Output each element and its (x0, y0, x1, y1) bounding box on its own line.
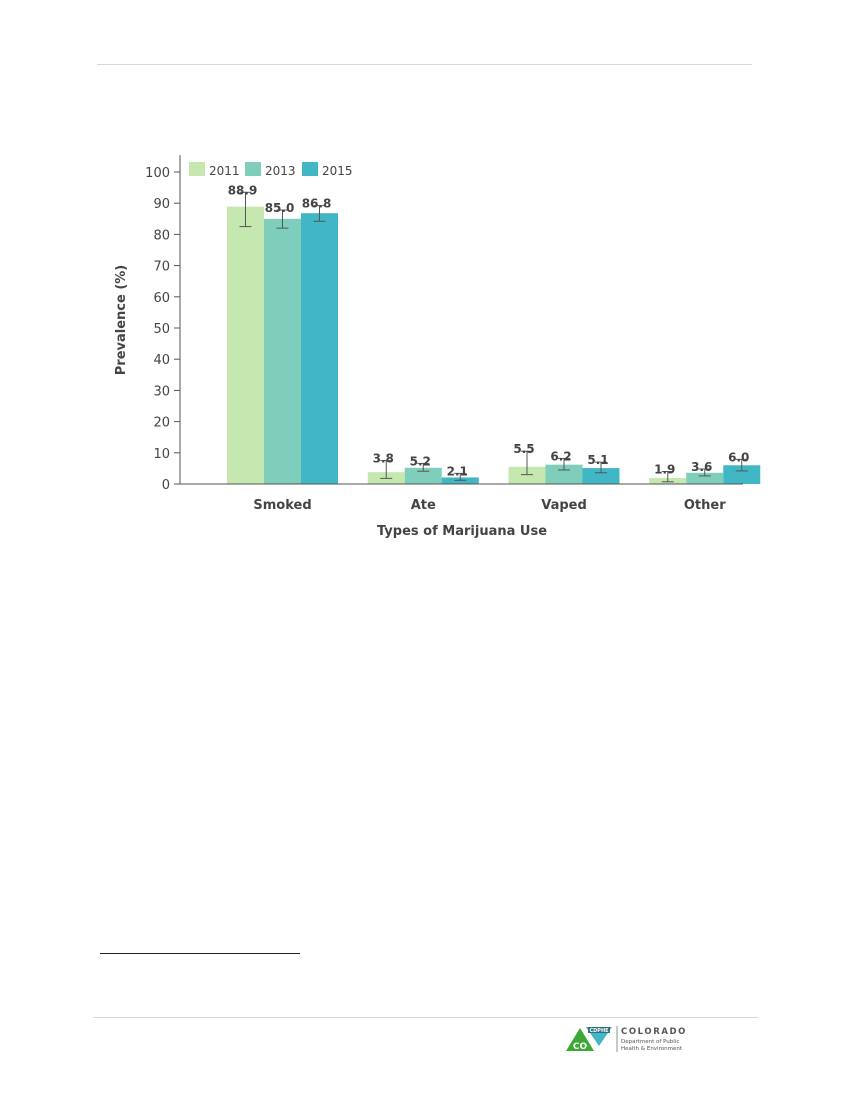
cdphe-logo: CDPHE CO COLORADO Department of Public H… (566, 1026, 687, 1052)
y-axis-title: Prevalence (%) (114, 265, 129, 376)
y-tick-label: 80 (153, 228, 170, 243)
y-tick-label: 50 (153, 322, 170, 337)
logo-line1: Department of Public (621, 1039, 679, 1045)
y-tick-label: 20 (153, 416, 170, 431)
y-tick-label: 70 (153, 260, 170, 275)
category-label: Smoked (253, 498, 311, 513)
header-rule (97, 64, 752, 65)
data-label: 5.5 (513, 442, 534, 456)
category-label: Other (684, 498, 726, 513)
y-tick-label: 60 (153, 291, 170, 306)
data-label: 86.8 (302, 197, 332, 211)
data-label: 1.9 (654, 463, 675, 477)
logo-badge-band (588, 1027, 610, 1033)
y-tick-label: 30 (153, 384, 170, 399)
bars (227, 206, 761, 485)
data-label: 88.9 (228, 183, 258, 197)
category-label: Ate (411, 498, 436, 513)
bar-vaped-2011 (508, 466, 546, 484)
data-label: 3.6 (691, 460, 712, 474)
logo-mountain-left (566, 1028, 594, 1051)
x-axis-title: Types of Marijuana Use (377, 524, 547, 539)
logo-line2: Health & Environment (621, 1046, 683, 1052)
y-tick-label: 0 (162, 478, 170, 493)
footnote-rule (100, 953, 300, 954)
legend-swatch-2015 (302, 162, 318, 176)
legend-label: 2011 (209, 164, 240, 178)
bar-vaped-2015 (582, 468, 620, 484)
bar-other-2013 (686, 472, 724, 484)
legend-swatch-2013 (245, 162, 261, 176)
bar-ate-2013 (404, 467, 442, 484)
data-label: 5.2 (410, 454, 431, 468)
footer-rule (93, 1017, 758, 1018)
logo-badge: CDPHE (589, 1028, 609, 1034)
bar-other-2015 (723, 465, 761, 484)
bar-chart: 0 10 20 30 40 50 60 70 80 90 100 88.9 85.0 86.8 3.8 5.… (114, 155, 761, 539)
y-tick-label: 100 (145, 166, 170, 181)
data-label: 85.0 (265, 201, 295, 215)
y-tick-label: 90 (153, 197, 170, 212)
data-label: 5.1 (587, 453, 608, 467)
data-labels: 88.9 85.0 86.8 3.8 5.2 2.1 5.5 6.2 5.1 1.9 3.6 6.0 (228, 183, 750, 478)
error-bars (239, 191, 748, 483)
bar-smoked-2015 (301, 213, 338, 484)
data-label: 2.1 (447, 464, 468, 478)
legend-swatch-2011 (189, 162, 205, 176)
y-tick-label: 10 (153, 447, 170, 462)
bar-smoked-2013 (264, 218, 301, 485)
legend: 2011 2013 2015 (189, 162, 353, 178)
bar-smoked-2011 (227, 206, 264, 484)
y-axis: 0 10 20 30 40 50 60 70 80 90 100 (145, 155, 181, 493)
data-label: 3.8 (373, 452, 394, 466)
bar-vaped-2013 (545, 464, 583, 484)
logo-title: COLORADO (621, 1027, 687, 1037)
logo-state: CO (573, 1042, 588, 1052)
x-axis: Smoked Ate Vaped Other (180, 483, 743, 513)
data-label: 6.0 (728, 450, 749, 464)
category-label: Vaped (541, 498, 587, 513)
legend-label: 2013 (265, 164, 296, 178)
legend-label: 2015 (322, 164, 353, 178)
y-tick-label: 40 (153, 353, 170, 368)
data-label: 6.2 (550, 449, 571, 463)
